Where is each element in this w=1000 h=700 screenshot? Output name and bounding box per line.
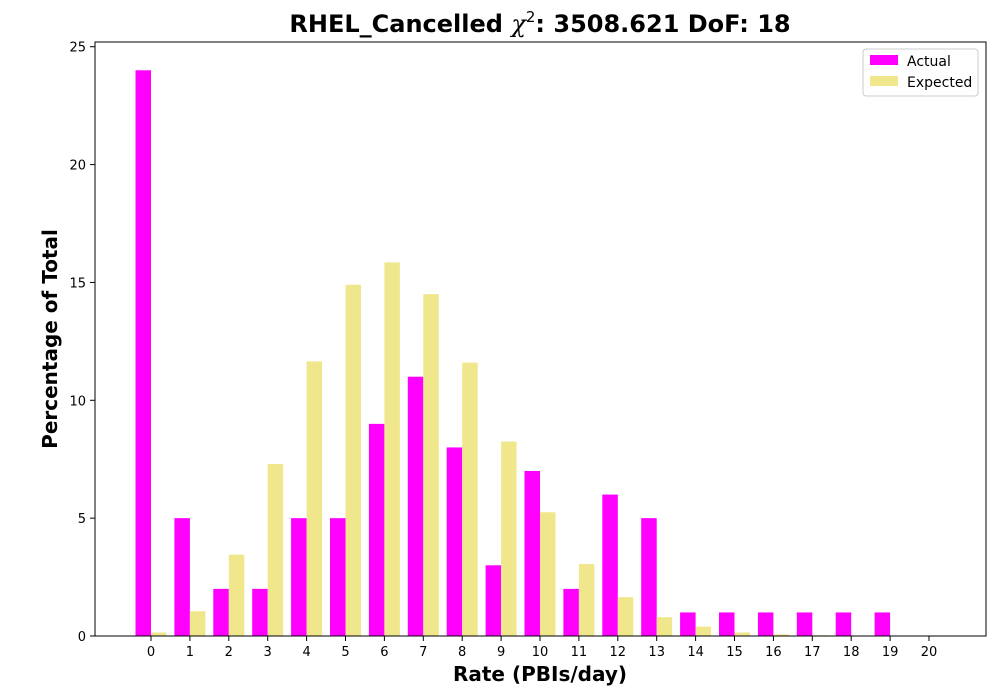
bar-expected-2 (228, 554, 245, 636)
bar-expected-4 (306, 361, 323, 636)
bar-actual-6 (368, 423, 385, 636)
plot-frame (94, 41, 987, 637)
bar-actual-10 (524, 471, 540, 636)
x-tick-label-3: 3 (264, 645, 272, 660)
bar-expected-1 (189, 611, 206, 636)
bar-actual-4 (291, 518, 307, 636)
legend-swatch-actual (870, 55, 898, 65)
x-tick-label-0: 0 (147, 645, 155, 660)
x-tick-label-4: 4 (302, 645, 310, 660)
legend-label-actual: Actual (907, 54, 951, 70)
x-tick-label-14: 14 (687, 645, 704, 660)
chart-title-name: RHEL_Cancelled (289, 10, 511, 38)
x-tick-label-2: 2 (225, 645, 233, 660)
y-tick-label-5: 5 (78, 512, 86, 527)
x-tick-label-8: 8 (458, 645, 466, 660)
bar-actual-8 (446, 447, 463, 636)
legend: Actual Expected (862, 48, 979, 97)
bar-actual-15 (719, 612, 735, 636)
bar-actual-2 (213, 588, 229, 636)
chart-title-sup: 2 (526, 8, 536, 26)
bar-expected-16 (773, 634, 789, 636)
bar-actual-18 (835, 612, 852, 636)
chart-title-chi: χ (509, 10, 527, 38)
x-tick-label-5: 5 (341, 645, 349, 660)
y-tick-label-20: 20 (69, 159, 86, 174)
y-axis-title: Percentage of Total (38, 229, 62, 449)
bar-expected-11 (578, 564, 595, 636)
x-tick-label-15: 15 (726, 645, 743, 660)
bar-expected-3 (267, 463, 284, 636)
bar-actual-9 (485, 565, 502, 636)
x-tick-label-7: 7 (419, 645, 427, 660)
bar-expected-10 (540, 512, 556, 636)
bar-expected-5 (345, 284, 361, 636)
bar-actual-0 (135, 70, 151, 637)
bar-actual-14 (680, 612, 696, 636)
bar-expected-14 (695, 626, 712, 636)
y-tick-label-25: 25 (69, 41, 86, 56)
bar-actual-7 (407, 376, 424, 636)
y-tick-label-15: 15 (69, 276, 86, 291)
x-tick-label-18: 18 (843, 645, 860, 660)
bar-expected-7 (423, 294, 439, 636)
x-axis-title: Rate (PBIs/day) (453, 662, 627, 686)
bar-expected-15 (734, 632, 750, 636)
x-tick-label-6: 6 (380, 645, 388, 660)
bar-actual-12 (602, 494, 618, 636)
bar-expected-12 (617, 597, 634, 636)
legend-swatch-expected (870, 76, 898, 86)
x-tick-label-20: 20 (921, 645, 938, 660)
x-tick-label-1: 1 (186, 645, 194, 660)
bar-expected-9 (501, 441, 517, 636)
bar-actual-16 (757, 612, 774, 636)
x-tick-label-11: 11 (571, 645, 588, 660)
bar-expected-0 (151, 632, 167, 636)
y-tick-label-0: 0 (78, 630, 86, 645)
x-tick-label-16: 16 (765, 645, 782, 660)
x-tick-label-17: 17 (804, 645, 821, 660)
bar-actual-3 (252, 588, 268, 636)
x-tick-label-10: 10 (532, 645, 549, 660)
legend-label-expected: Expected (907, 75, 972, 91)
x-tick-label-12: 12 (610, 645, 627, 660)
bar-actual-17 (796, 612, 813, 636)
bar-actual-1 (174, 518, 190, 636)
y-tick-label-10: 10 (69, 394, 86, 409)
bar-expected-13 (656, 617, 673, 636)
bar-actual-11 (563, 588, 579, 636)
x-tick-label-9: 9 (497, 645, 505, 660)
bar-actual-13 (641, 518, 657, 636)
bar-actual-19 (874, 612, 891, 636)
bar-actual-5 (330, 518, 346, 636)
x-tick-label-19: 19 (882, 645, 899, 660)
chart-title-stat: : 3508.621 DoF: 18 (535, 10, 790, 38)
x-tick-label-13: 13 (648, 645, 665, 660)
bar-expected-6 (384, 262, 400, 636)
chart-title: RHEL_Cancelled χ2: 3508.621 DoF: 18 (289, 8, 790, 38)
bar-expected-8 (462, 362, 478, 636)
